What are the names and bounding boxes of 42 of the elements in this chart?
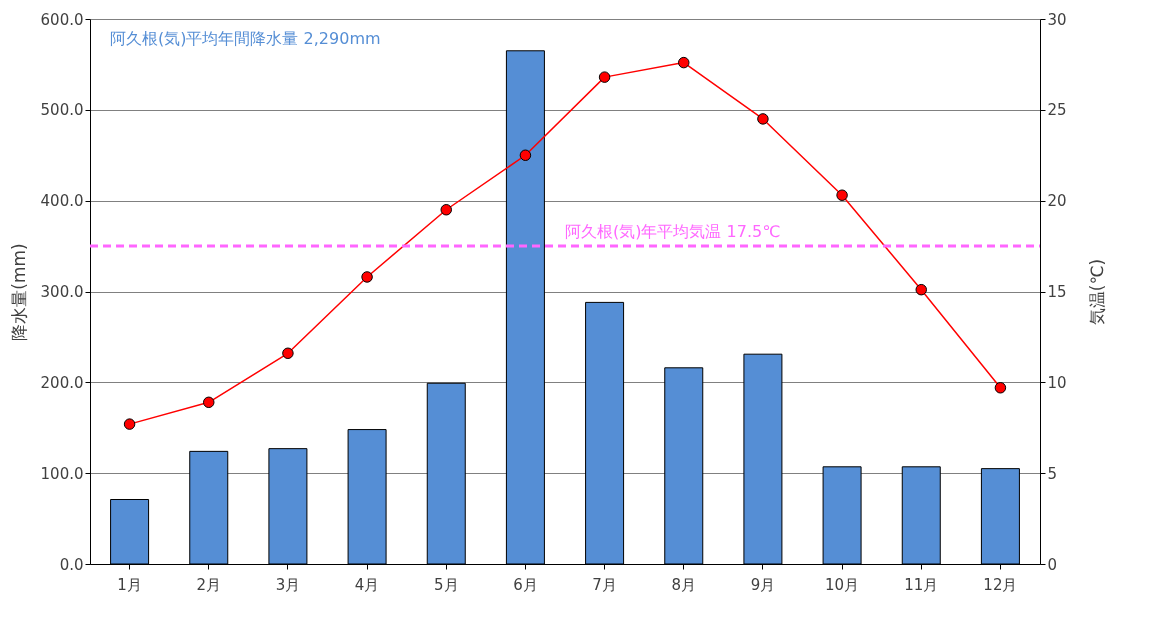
y2-tick-label: 25 [1047,101,1067,120]
point [836,189,848,201]
x-tick-label: 10月 [825,575,860,594]
x-tick-label: 7月 [592,575,617,594]
point [519,149,532,161]
point [757,113,769,125]
x-tick-label: 6月 [513,575,538,594]
y-tick-label: 100.0 [40,464,84,483]
x-tick-label: 4月 [354,575,380,594]
x-tick-label: 5月 [433,575,459,594]
point [440,204,452,216]
point [598,71,611,83]
y2-tick-label: 5 [1047,464,1058,483]
point [282,347,294,359]
y2-tick-label: 0 [1047,555,1058,574]
point [915,283,927,296]
point [203,396,215,409]
point [123,418,136,430]
y-tick-label: 0.0 [59,555,84,574]
y-tick-label: 400.0 [40,192,84,211]
x-tick-label: 11月 [904,575,939,594]
y2-tick-label: 30 [1047,10,1067,29]
annotation: 阿久根(気)平均年間降水量 2,290mm [110,29,381,48]
y2-tick-label: 15 [1047,283,1067,301]
y2-axis-title: 気温(℃) [1086,258,1107,326]
y-tick-label: 500.0 [40,101,84,120]
x-tick-label: 1月 [117,575,142,594]
y2-tick-label: 10 [1047,373,1067,392]
point [678,56,690,69]
x-tick-label: 3月 [275,575,301,594]
ref-line-label: 阿久根(気)年平均気温 17.5℃ [565,222,781,242]
point [994,382,1007,394]
y-tick-label: 200.0 [40,373,84,392]
x-tick-label: 2月 [196,575,222,594]
y2-tick-label: 20 [1047,192,1067,211]
y-tick-label: 600.0 [40,10,84,29]
x-tick-label: 12月 [983,575,1018,594]
y-axis-title: 降水量(mm) [8,243,29,341]
point [361,271,373,283]
x-tick-label: 8月 [671,575,697,594]
y-tick-label: 300.0 [40,283,84,301]
x-tick-label: 9月 [750,575,776,594]
